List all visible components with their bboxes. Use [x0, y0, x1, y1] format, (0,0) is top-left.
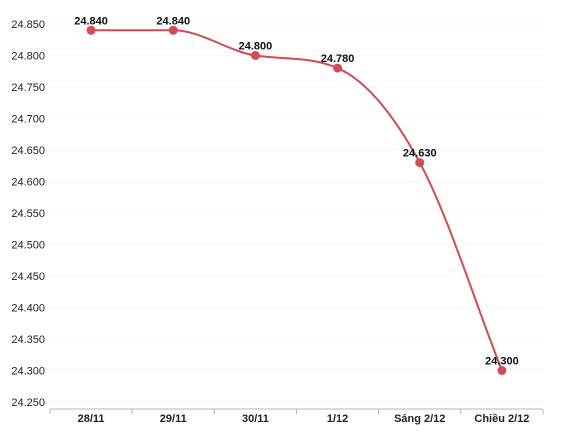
y-tick-label: 24.750: [11, 82, 45, 94]
grid-layer: [50, 23, 543, 403]
data-label: 24.840: [74, 15, 108, 27]
y-tick-label: 24.550: [11, 208, 45, 220]
label-layer: 24.840 24.840 24.800 24.780 24.630 24.300: [74, 15, 518, 367]
data-point: [250, 51, 260, 60]
series-layer: [86, 25, 507, 375]
series-line: [91, 29, 503, 371]
x-tick-label: Sáng 2/12: [394, 413, 445, 425]
y-tick-label: 24.400: [11, 303, 45, 315]
data-point: [168, 25, 178, 35]
data-point: [415, 158, 425, 168]
y-tick-label: 24.500: [11, 240, 45, 252]
x-tick-label: 28/11: [78, 413, 105, 425]
x-tick-label: Chiều 2/12: [474, 413, 529, 425]
y-tick-label: 24.800: [11, 51, 45, 63]
x-tick-label: 30/11: [242, 413, 269, 425]
data-point: [86, 25, 96, 35]
y-tick-label: 24.350: [11, 334, 45, 346]
x-tick-label: 29/11: [160, 413, 187, 425]
data-point: [333, 63, 343, 73]
y-tick-label: 24.650: [11, 145, 45, 157]
data-label: 24.780: [321, 53, 355, 65]
data-label: 24.840: [156, 15, 190, 27]
y-tick-label: 24.600: [11, 177, 45, 189]
y-tick-label: 24.450: [11, 271, 45, 283]
data-label: 24.300: [485, 356, 519, 368]
data-label: 24.800: [239, 41, 273, 53]
y-tick-label: 24.300: [11, 366, 45, 378]
x-tick-label: 1/12: [327, 413, 348, 425]
y-tick-label: 24.250: [11, 397, 45, 409]
y-tick-label: 24.850: [11, 19, 45, 31]
data-label: 24.630: [403, 148, 437, 160]
data-point: [497, 366, 507, 375]
y-tick-label: 24.700: [11, 114, 45, 126]
axis-layer: 24.250 24.300 24.350 24.400 24.450 24.500 24.5…: [11, 19, 544, 425]
